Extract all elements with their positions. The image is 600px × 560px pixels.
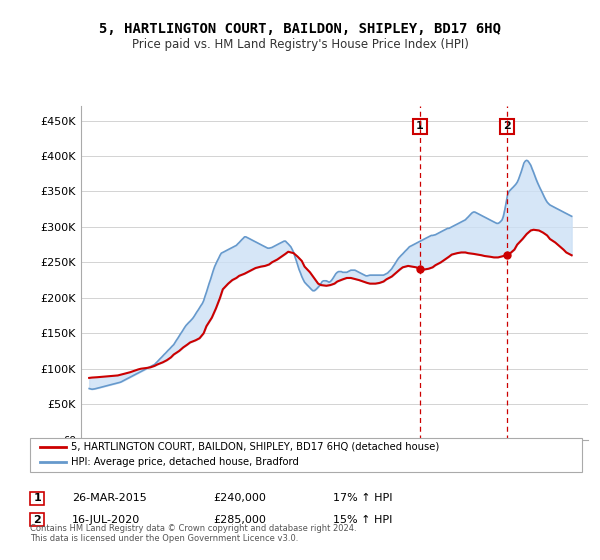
Text: 2: 2 [34,515,41,525]
Text: Contains HM Land Registry data © Crown copyright and database right 2024.
This d: Contains HM Land Registry data © Crown c… [30,524,356,543]
Text: 1: 1 [34,493,41,503]
Text: 17% ↑ HPI: 17% ↑ HPI [333,493,392,503]
Text: £240,000: £240,000 [213,493,266,503]
Text: 5, HARTLINGTON COURT, BAILDON, SHIPLEY, BD17 6HQ: 5, HARTLINGTON COURT, BAILDON, SHIPLEY, … [99,22,501,36]
Text: 5, HARTLINGTON COURT, BAILDON, SHIPLEY, BD17 6HQ (detached house): 5, HARTLINGTON COURT, BAILDON, SHIPLEY, … [71,442,439,452]
Text: HPI: Average price, detached house, Bradford: HPI: Average price, detached house, Brad… [71,458,299,468]
Text: 16-JUL-2020: 16-JUL-2020 [72,515,140,525]
Text: Price paid vs. HM Land Registry's House Price Index (HPI): Price paid vs. HM Land Registry's House … [131,38,469,51]
Text: 15% ↑ HPI: 15% ↑ HPI [333,515,392,525]
Text: 1: 1 [416,122,424,132]
Text: 26-MAR-2015: 26-MAR-2015 [72,493,147,503]
Text: 2: 2 [503,122,511,132]
Text: £285,000: £285,000 [213,515,266,525]
